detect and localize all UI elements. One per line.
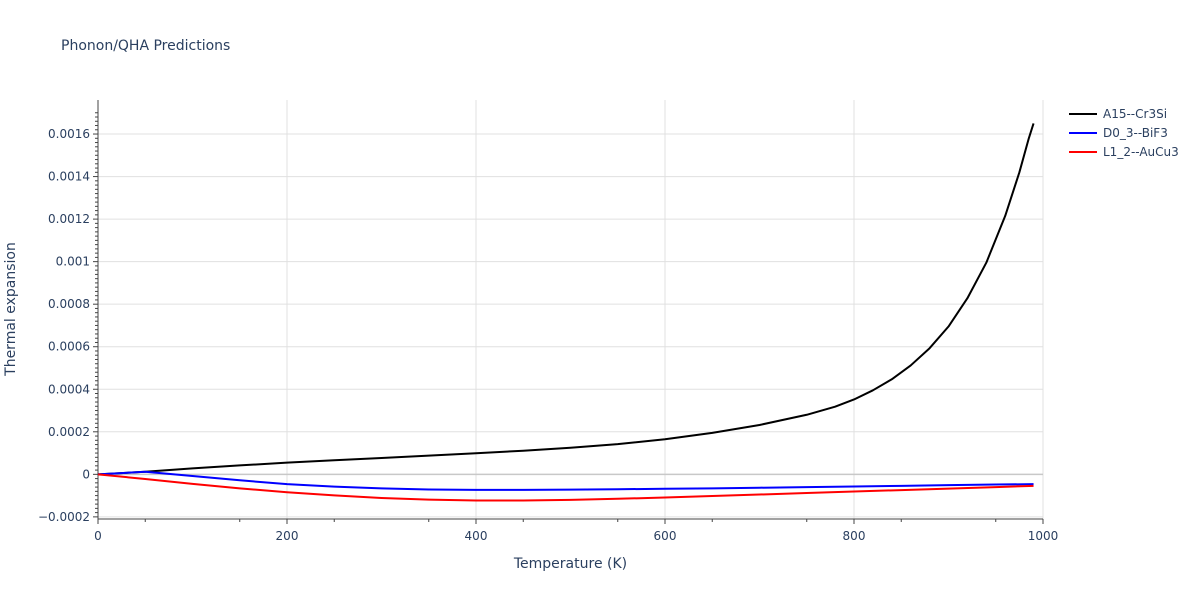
x-tick-label: 400 [465, 529, 488, 543]
series-line-A15--Cr3Si [97, 123, 1035, 476]
legend-label: A15--Cr3Si [1103, 107, 1167, 121]
legend-item[interactable]: L1_2--AuCu3 [1069, 145, 1179, 159]
y-tick-label: 0.0004 [48, 382, 90, 396]
legend-item[interactable]: A15--Cr3Si [1069, 107, 1167, 121]
legend[interactable]: A15--Cr3Si D0_3--BiF3 L1_2--AuCu3 [1069, 107, 1179, 159]
grid [98, 100, 1044, 519]
y-tick-label: 0.0006 [48, 340, 90, 354]
legend-item[interactable]: D0_3--BiF3 [1069, 126, 1168, 140]
series-line-L1_2--AuCu3 [97, 473, 1034, 502]
y-tick-label: 0.0008 [48, 297, 90, 311]
x-tick-label: 800 [843, 529, 866, 543]
y-tick-label: 0.001 [56, 255, 90, 269]
series-line-D0_3--BiF3 [97, 470, 1034, 491]
y-axis-title: Thermal expansion [3, 242, 19, 377]
y-tick-label: 0.0016 [48, 127, 90, 141]
axes: 0 200 400 600 800 1000 −0.0002 0 0.0002 0.0004 0.0… [38, 100, 1058, 543]
y-tick-label: 0.0002 [48, 425, 90, 439]
x-tick-label: 600 [654, 529, 677, 543]
y-tick-label: 0 [82, 467, 90, 481]
y-tick-label: 0.0014 [48, 170, 90, 184]
plot-area [97, 123, 1035, 502]
legend-label: L1_2--AuCu3 [1103, 145, 1179, 159]
legend-label: D0_3--BiF3 [1103, 126, 1168, 140]
y-tick-label: 0.0012 [48, 212, 90, 226]
chart-title: Phonon/QHA Predictions [61, 38, 230, 54]
x-tick-label: 200 [276, 529, 299, 543]
y-tick-label: −0.0002 [38, 510, 90, 524]
x-axis-title: Temperature (K) [513, 556, 627, 572]
x-tick-label: 0 [94, 529, 102, 543]
x-tick-label: 1000 [1028, 529, 1059, 543]
